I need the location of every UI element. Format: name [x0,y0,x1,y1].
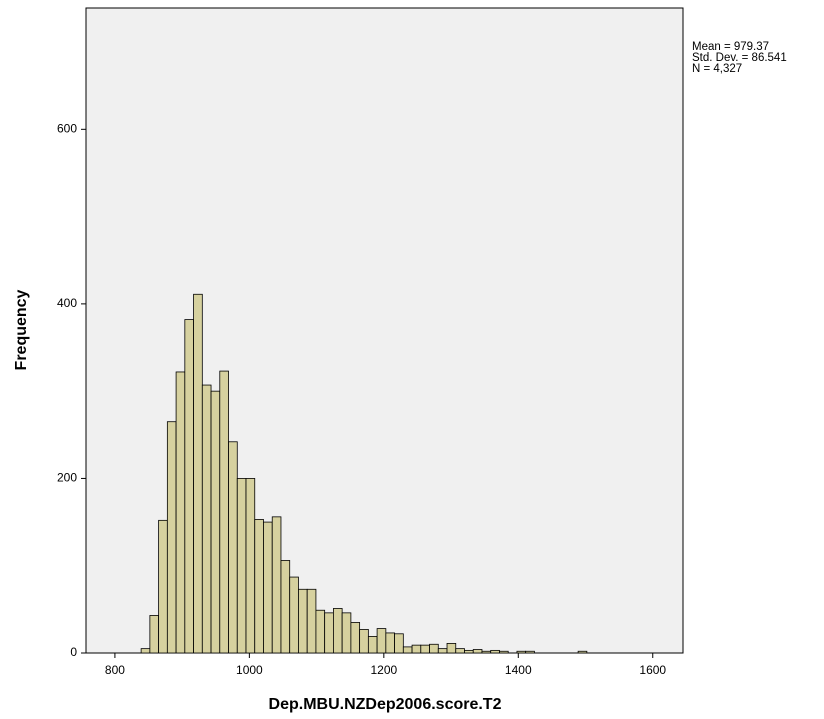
bar [402,646,413,654]
annotation: Mean = 979.37 [692,41,769,53]
bar [577,650,588,654]
y-axis-title: Frequency [13,289,30,370]
bar [446,642,457,654]
bar [193,293,203,654]
bar [263,521,273,654]
bar [525,650,535,654]
bar [464,649,474,654]
x-tick-label: 1000 [236,663,263,677]
bar [158,519,168,654]
bar [472,649,483,654]
bar [210,390,221,654]
bar [420,644,430,654]
bar [394,633,404,654]
bar [359,629,369,654]
x-tick-label: 800 [105,663,125,677]
bar [324,612,334,654]
bar [149,615,160,654]
annotation: N = 4,327 [692,63,742,75]
bar [254,519,264,654]
bar [429,643,439,654]
x-tick-label: 1200 [370,663,397,677]
bar [166,421,177,654]
bar [411,644,422,654]
bar [376,628,387,654]
bar [437,648,448,654]
bar [184,319,194,654]
bar [350,622,361,654]
bar [333,608,343,654]
bar [455,648,465,654]
bar [516,650,527,654]
annotation: Std. Dev. = 86.541 [692,52,787,64]
bar [289,576,299,654]
bar [315,609,326,654]
bar [236,478,247,654]
x-tick-label: 1400 [505,663,532,677]
bar [271,516,282,654]
bar [367,636,378,654]
bar [341,612,352,654]
x-tick-label: 1600 [639,663,666,677]
y-tick-label: 600 [57,121,77,135]
bar [280,560,291,654]
bar [481,650,492,654]
bar [245,478,256,654]
y-tick-label: 200 [57,471,77,485]
bar [298,588,308,654]
bar [228,441,238,654]
bar [499,650,509,654]
x-axis-title: Dep.MBU.NZDep2006.score.T2 [269,696,502,713]
bar [385,632,395,654]
bar [140,648,151,654]
y-tick-label: 0 [70,645,77,659]
bar [201,384,212,654]
y-tick-label: 400 [57,296,77,310]
bar [219,370,229,654]
bar [306,588,317,654]
bar [175,371,186,654]
bar [490,649,500,654]
